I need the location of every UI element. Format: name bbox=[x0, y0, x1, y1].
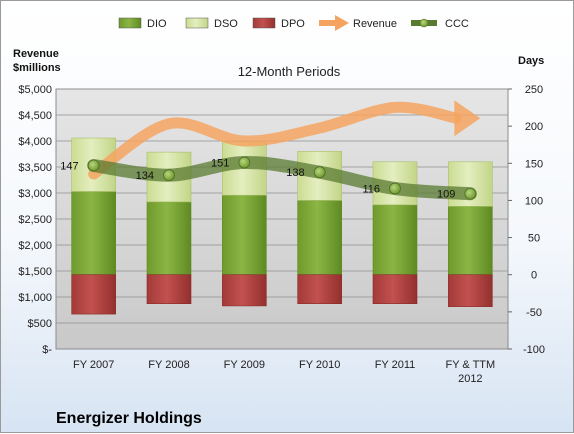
bar-dpo bbox=[71, 274, 116, 315]
y-left-tick-label: $3,500 bbox=[18, 162, 52, 174]
ccc-data-label: 147 bbox=[60, 161, 78, 173]
y-right-axis-label: Days bbox=[518, 55, 544, 67]
y-right-tick-label: -50 bbox=[526, 307, 542, 319]
y-left-tick-label: $1,000 bbox=[18, 292, 52, 304]
bar-dio bbox=[71, 191, 116, 276]
legend-label-dio: DIO bbox=[147, 18, 167, 30]
y-left-axis-unit: $millions bbox=[13, 62, 61, 74]
ccc-data-label: 116 bbox=[362, 184, 380, 196]
ccc-point bbox=[163, 169, 175, 182]
ccc-line bbox=[87, 156, 477, 201]
ccc-point bbox=[238, 156, 251, 169]
y-right-tick-label: 100 bbox=[525, 195, 543, 207]
bar-dpo bbox=[146, 274, 192, 304]
ccc-data-label: 151 bbox=[211, 158, 229, 170]
bar-dpo bbox=[372, 274, 418, 304]
chart-legend: DIO DSO DPO Revenue CCC bbox=[118, 15, 469, 31]
y-left-tick-label: $5,000 bbox=[18, 84, 52, 96]
ccc-data-label: 138 bbox=[286, 167, 304, 179]
y-left-tick-label: $2,000 bbox=[18, 240, 52, 252]
y-left-tick-label: $- bbox=[42, 344, 52, 356]
ccc-point bbox=[464, 187, 477, 200]
revenue-trend-line bbox=[88, 101, 462, 180]
y-left-tick-label: $4,500 bbox=[18, 110, 52, 122]
legend-swatch-dso bbox=[185, 17, 209, 29]
y-right-tick-label: 250 bbox=[525, 84, 543, 96]
ccc-point bbox=[313, 166, 326, 179]
bar-dio bbox=[222, 194, 267, 276]
x-tick-label: FY 2011 bbox=[375, 359, 416, 371]
bar-dpo bbox=[297, 274, 342, 304]
legend-arrow-head bbox=[335, 15, 349, 31]
y-left-axis-label: Revenue bbox=[13, 48, 59, 60]
company-name: Energizer Holdings bbox=[56, 410, 202, 427]
ccc-point bbox=[389, 182, 401, 195]
bar-dpo bbox=[222, 274, 267, 307]
y-left-tick-label: $4,000 bbox=[18, 136, 52, 148]
bar-dio bbox=[448, 206, 493, 276]
y-left-tick-label: $3,000 bbox=[18, 188, 52, 200]
legend-swatch-dio bbox=[118, 17, 142, 29]
legend-swatch-dpo bbox=[252, 17, 276, 29]
bar-dio bbox=[297, 200, 342, 276]
y-right-tick-label: 0 bbox=[531, 270, 537, 282]
y-left-tick-label: $1,500 bbox=[18, 266, 52, 278]
revenue-arrow-head bbox=[454, 100, 481, 137]
x-tick-label: FY 2007 bbox=[73, 359, 114, 371]
legend-label-dso: DSO bbox=[214, 18, 238, 30]
legend-label-revenue: Revenue bbox=[353, 18, 397, 30]
legend-label-ccc: CCC bbox=[445, 18, 469, 30]
x-tick-label: 2012 bbox=[458, 373, 482, 385]
x-tick-label: FY 2010 bbox=[299, 359, 340, 371]
x-tick-label: FY 2009 bbox=[224, 359, 265, 371]
y-left-tick-label: $500 bbox=[28, 318, 52, 330]
bar-dio bbox=[372, 204, 418, 276]
x-tick-label: FY 2008 bbox=[148, 359, 189, 371]
y-left-tick-label: $2,500 bbox=[18, 214, 52, 226]
y-right-tick-label: 200 bbox=[525, 121, 543, 133]
ccc-data-label: 134 bbox=[136, 170, 154, 182]
y-right-tick-label: 50 bbox=[528, 233, 540, 245]
y-right-tick-label: 150 bbox=[525, 158, 543, 170]
legend-label-dpo: DPO bbox=[281, 18, 305, 30]
ccc-data-label: 109 bbox=[437, 189, 455, 201]
bar-dio bbox=[146, 201, 192, 276]
legend-ccc-dot bbox=[419, 18, 429, 28]
bar-dpo bbox=[448, 274, 493, 307]
plot-area: $- $500 $1,000 $1,500 $2,000 $2,500 $3,000 $3,5… bbox=[18, 84, 545, 385]
chart-title: 12-Month Periods bbox=[238, 64, 341, 79]
ccc-point bbox=[87, 159, 100, 172]
x-tick-label: FY & TTM bbox=[445, 359, 495, 371]
y-right-tick-label: -100 bbox=[523, 344, 545, 356]
